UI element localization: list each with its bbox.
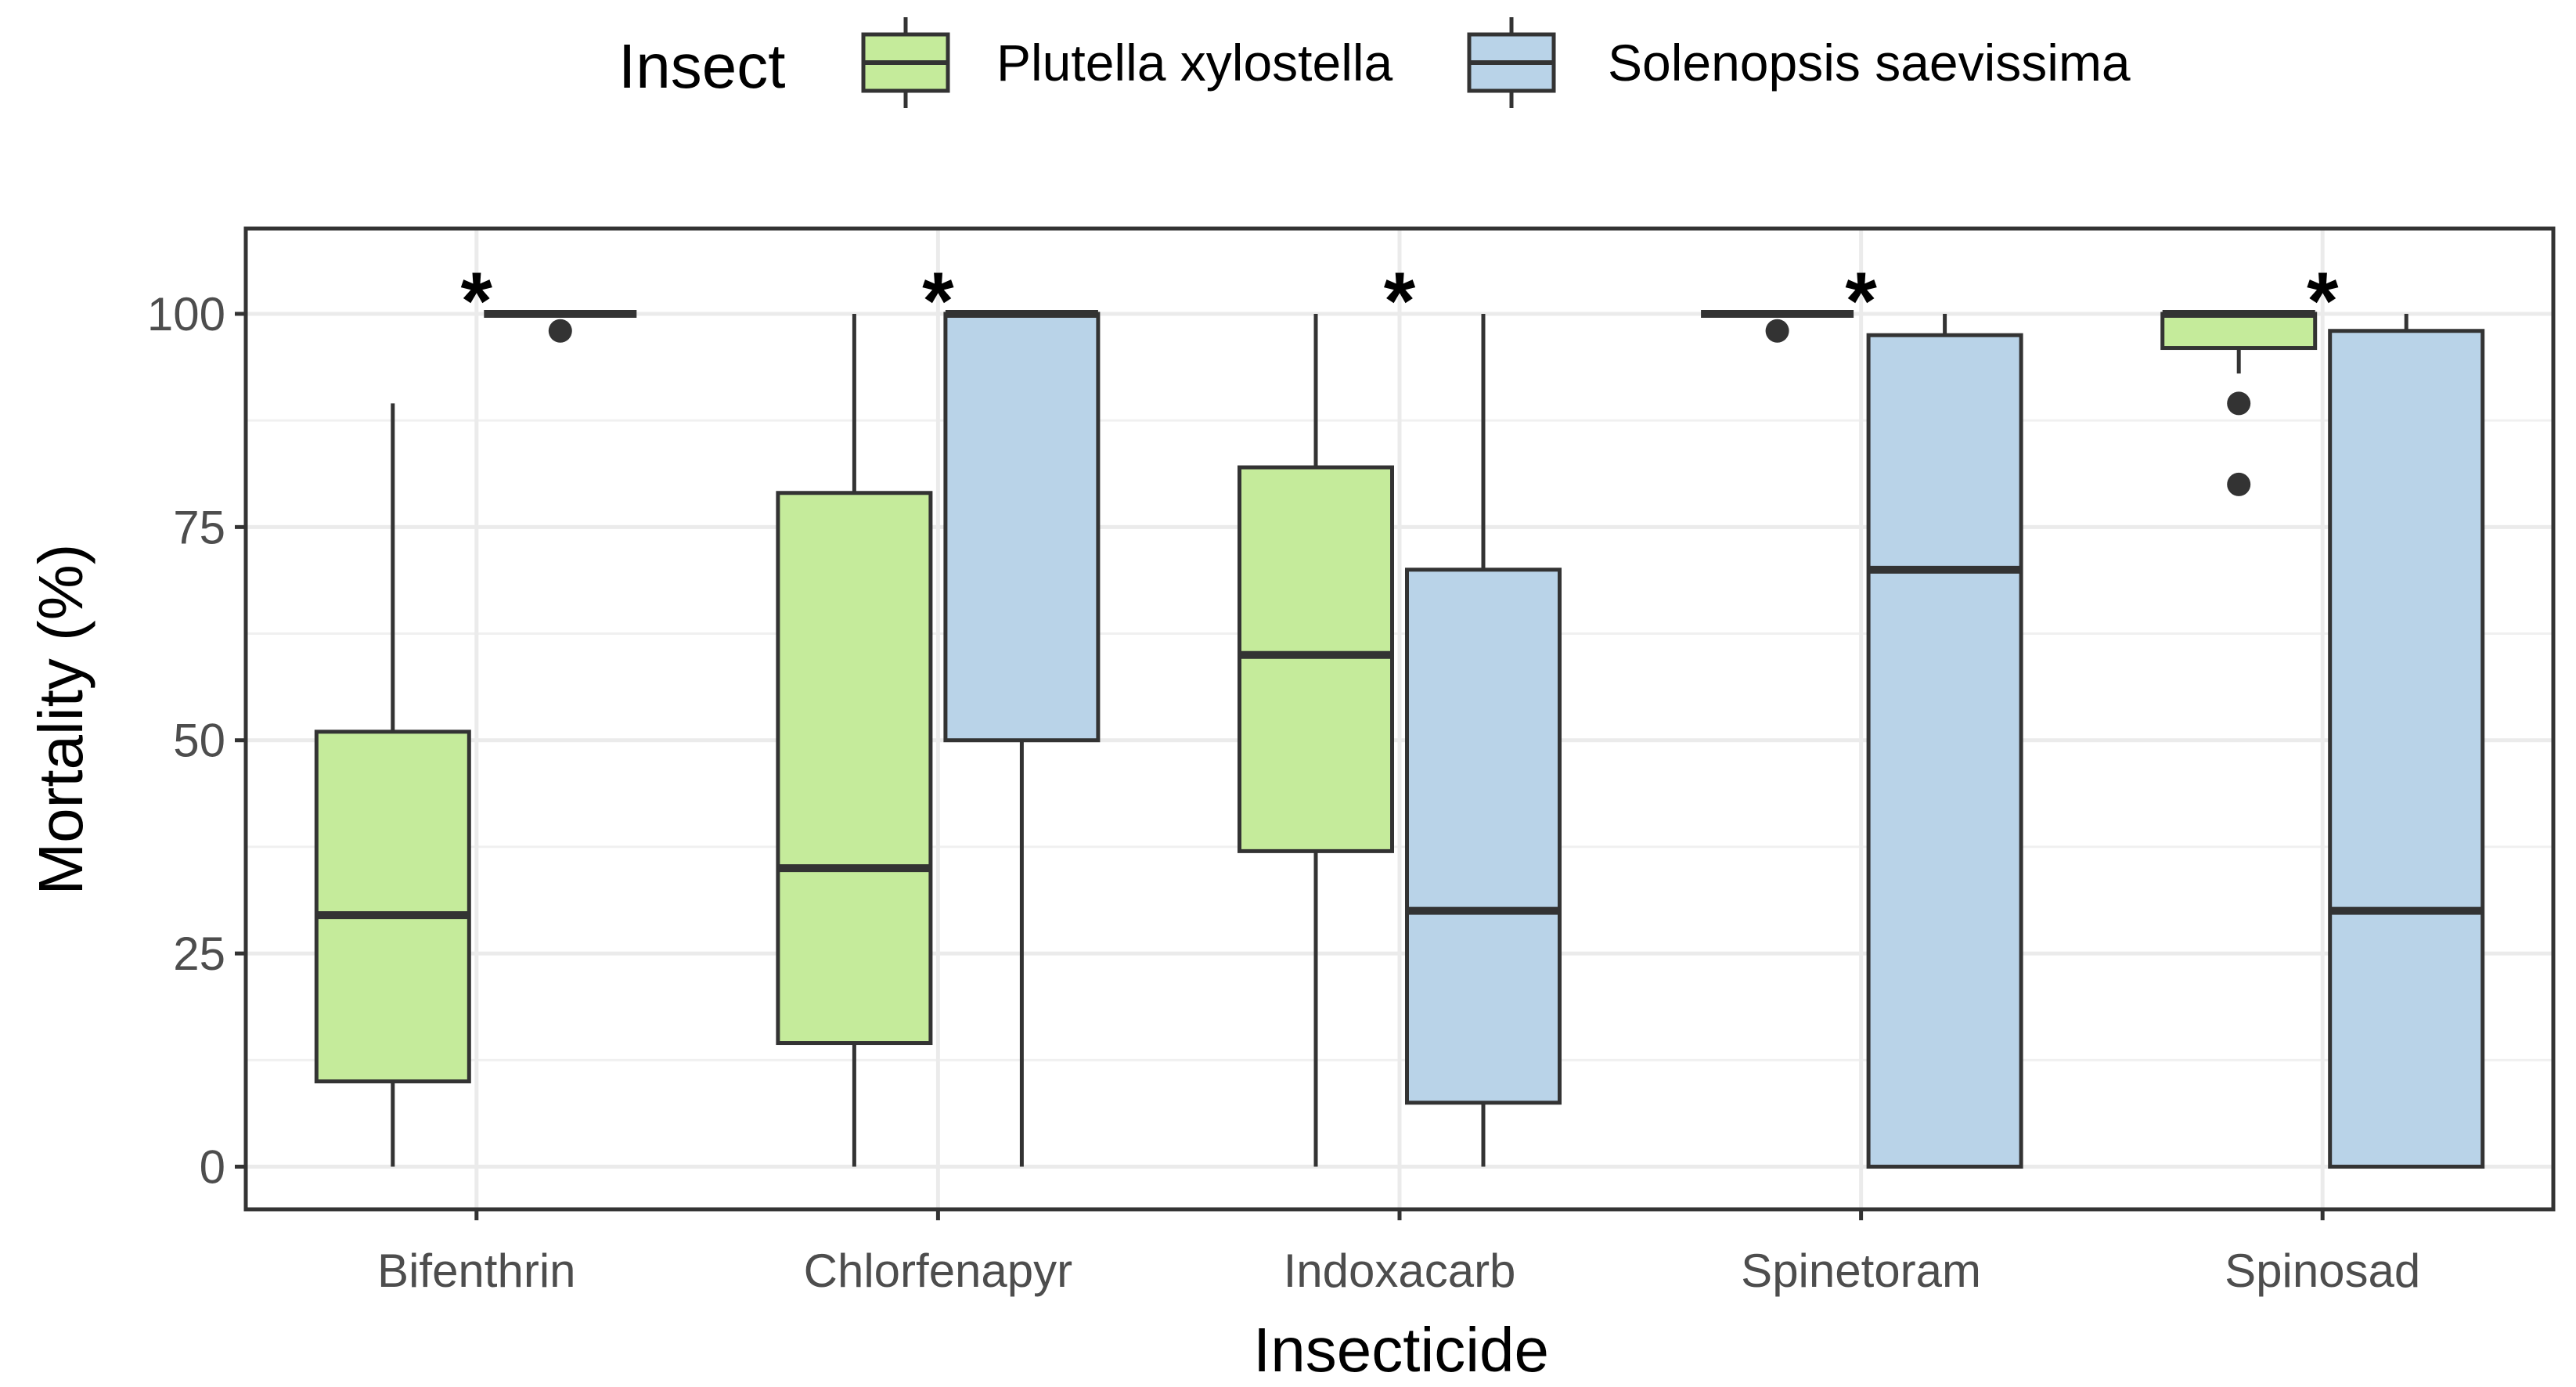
box-solenopsis-saevissima-indoxacarb [1405, 313, 1562, 1167]
legend: Insect Plutella xylostella Solenopsis sae… [618, 17, 2131, 108]
x-tick-label: Bifenthrin [377, 1245, 575, 1297]
box-body [314, 730, 471, 1084]
y-tick-label: 50 [173, 715, 225, 767]
legend-item-solenopsis-saevissima: Solenopsis saevissima [1467, 17, 2131, 108]
legend-label: Plutella xylostella [996, 34, 1393, 92]
box-plutella-xylostella-spinosad [2160, 309, 2318, 496]
x-tick-label: Indoxacarb [1284, 1245, 1516, 1297]
significance-star: * [461, 256, 493, 347]
x-tick-label: Spinetoram [1741, 1245, 1981, 1297]
box-plutella-xylostella-bifenthrin [314, 403, 471, 1167]
box-body [776, 491, 933, 1046]
x-tick-label: Spinosad [2225, 1245, 2420, 1297]
significance-star: * [1845, 256, 1877, 347]
box-plutella-xylostella-chlorfenapyr [776, 313, 933, 1167]
plot-area: * * * * * 0 25 50 75 100 Bifenthrin Chlorfenapyr Ind… [147, 226, 2556, 1297]
box-body [943, 312, 1101, 743]
y-axis-title: Mortality (%) [26, 544, 95, 895]
box-solenopsis-saevissima-bifenthrin [484, 309, 637, 343]
significance-star: * [2307, 256, 2339, 347]
significance-star: * [1384, 256, 1416, 347]
box-body [1405, 567, 1562, 1105]
legend-title: Insect [618, 31, 785, 101]
box-plutella-xylostella-spinetoram [1701, 309, 1854, 343]
box-body [2160, 312, 2318, 351]
box-body [1866, 333, 2023, 1169]
box-solenopsis-saevissima-spinetoram [1866, 313, 2023, 1169]
x-tick-label: Chlorfenapyr [804, 1245, 1073, 1297]
y-tick-label: 25 [173, 928, 225, 980]
x-axis-title: Insecticide [1253, 1315, 1549, 1385]
outlier-point [548, 319, 572, 343]
box-solenopsis-saevissima-chlorfenapyr [943, 309, 1101, 1167]
y-tick-label: 100 [147, 288, 225, 340]
significance-star: * [922, 256, 954, 347]
box-body [1238, 465, 1394, 853]
legend-keys: Plutella xylostella Solenopsis saevissima [861, 17, 2131, 108]
box-body [2328, 329, 2485, 1169]
y-tick-label: 0 [200, 1141, 225, 1194]
legend-item-plutella-xylostella: Plutella xylostella [861, 17, 1393, 108]
box-plutella-xylostella-indoxacarb [1238, 313, 1394, 1167]
y-tick-label: 75 [173, 501, 225, 553]
outlier-point [2227, 472, 2251, 496]
box-solenopsis-saevissima-spinosad [2328, 313, 2485, 1169]
outlier-point [2227, 391, 2251, 416]
outlier-point [1765, 319, 1789, 343]
legend-label: Solenopsis saevissima [1608, 34, 2131, 92]
